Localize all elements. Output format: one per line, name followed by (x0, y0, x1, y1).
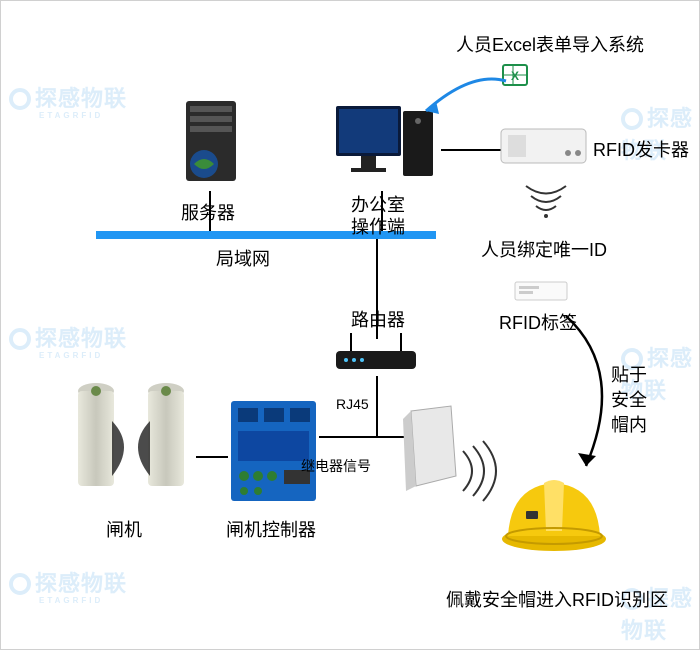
wire-relay (196, 456, 228, 458)
wireless-antenna (451, 431, 511, 511)
wireless-issuer (511, 171, 581, 231)
wire-pc-issuer (441, 149, 501, 151)
controller-node (226, 396, 321, 506)
gate-node (66, 376, 196, 506)
label-relay: 继电器信号 (301, 456, 371, 476)
label-attach-l3: 帽内 (611, 411, 647, 437)
arrow-excel-pc (411, 66, 531, 136)
label-attach-l1: 贴于 (611, 361, 647, 387)
rfid-tag-node (511, 276, 571, 306)
router-node (331, 331, 421, 376)
label-attach-l2: 安全 (611, 386, 647, 412)
watermark: 探感物联ETAGRFID (9, 81, 127, 120)
label-rfid-issuer: RFID发卡器 (593, 136, 689, 162)
label-excel-import: 人员Excel表单导入系统 (456, 31, 644, 57)
server-node (176, 96, 246, 191)
label-helmet-zone: 佩戴安全帽进入RFID识别区 (446, 586, 668, 612)
label-gate-controller: 闸机控制器 (226, 516, 316, 542)
watermark: 探感物联ETAGRFID (9, 566, 127, 605)
label-bind-id: 人员绑定唯一ID (481, 236, 607, 262)
label-office-l2: 操作端 (351, 213, 405, 239)
label-router: 路由器 (351, 306, 405, 332)
label-gate: 闸机 (106, 516, 142, 542)
label-lan: 局域网 (216, 245, 270, 271)
label-server: 服务器 (181, 199, 235, 225)
wire-to-controller (319, 436, 378, 438)
label-rj45: RJ45 (336, 396, 369, 412)
label-rfid-tag: RFID标签 (499, 309, 577, 335)
wire-router-down (376, 376, 378, 436)
watermark: 探感物联ETAGRFID (9, 321, 127, 360)
helmet-node (496, 471, 611, 566)
